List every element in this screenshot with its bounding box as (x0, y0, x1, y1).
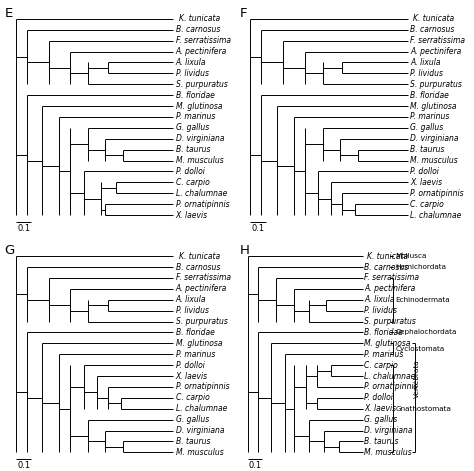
Text: S. purpuratus: S. purpuratus (175, 317, 228, 326)
Text: K. tunicata: K. tunicata (179, 252, 220, 260)
Text: A. lixula: A. lixula (410, 58, 441, 67)
Text: F. serratissima: F. serratissima (365, 273, 419, 283)
Text: B. floridae: B. floridae (175, 328, 214, 337)
Text: B. floridae: B. floridae (175, 91, 214, 100)
Text: X. laevis: X. laevis (175, 211, 208, 219)
Text: Echinodermata: Echinodermata (396, 297, 450, 303)
Text: X. laevis: X. laevis (410, 178, 442, 187)
Text: F. serratissima: F. serratissima (410, 36, 465, 45)
Text: P. marinus: P. marinus (410, 113, 449, 122)
Text: K. tunicata: K. tunicata (367, 252, 408, 260)
Text: P. ornatipinnis: P. ornatipinnis (175, 382, 229, 391)
Text: B. floridae: B. floridae (365, 328, 403, 337)
Text: P. lividus: P. lividus (175, 69, 209, 78)
Text: C. carpio: C. carpio (365, 361, 398, 370)
Text: P. marinus: P. marinus (365, 349, 404, 359)
Text: E: E (5, 7, 13, 20)
Text: G. gallus: G. gallus (365, 415, 398, 424)
Text: Hemichordata: Hemichordata (396, 264, 447, 270)
Text: M. musculus: M. musculus (410, 156, 458, 165)
Text: A. lixula: A. lixula (365, 295, 395, 304)
Text: K. tunicata: K. tunicata (179, 15, 220, 24)
Text: M. musculus: M. musculus (175, 448, 223, 457)
Text: B. floridae: B. floridae (410, 91, 449, 100)
Text: P. ornatipinnis: P. ornatipinnis (410, 189, 464, 198)
Text: A. pectinifera: A. pectinifera (365, 284, 416, 293)
Text: A. pectinifera: A. pectinifera (175, 47, 227, 56)
Text: P. dolloi: P. dolloi (410, 167, 439, 176)
Text: F. serratissima: F. serratissima (175, 273, 230, 283)
Text: 0.1: 0.1 (248, 462, 262, 471)
Text: G: G (5, 244, 15, 257)
Text: B. carnosus: B. carnosus (175, 262, 220, 271)
Text: L. chalumnae: L. chalumnae (175, 189, 227, 198)
Text: K. tunicata: K. tunicata (413, 15, 455, 24)
Text: A. pectinifera: A. pectinifera (175, 284, 227, 293)
Text: M. glutinosa: M. glutinosa (175, 339, 222, 348)
Text: B. carnosus: B. carnosus (365, 262, 409, 271)
Text: G. gallus: G. gallus (175, 415, 209, 424)
Text: S. purpuratus: S. purpuratus (365, 317, 416, 326)
Text: P. dolloi: P. dolloi (365, 393, 393, 402)
Text: P. ornatipinnis: P. ornatipinnis (175, 200, 229, 209)
Text: M. musculus: M. musculus (365, 448, 412, 457)
Text: X. laevis: X. laevis (175, 372, 208, 381)
Text: B. taurus: B. taurus (410, 145, 445, 154)
Text: C. carpio: C. carpio (175, 393, 210, 402)
Text: L. chalumnae: L. chalumnae (410, 211, 462, 219)
Text: D. virginiana: D. virginiana (175, 134, 224, 143)
Text: D. virginiana: D. virginiana (410, 134, 459, 143)
Text: 0.1: 0.1 (252, 224, 264, 233)
Text: A. lixula: A. lixula (175, 58, 206, 67)
Text: P. marinus: P. marinus (175, 349, 215, 359)
Text: L. chalumnae: L. chalumnae (175, 404, 227, 413)
Text: P. dolloi: P. dolloi (175, 361, 204, 370)
Text: P. lividus: P. lividus (410, 69, 443, 78)
Text: C. carpio: C. carpio (410, 200, 444, 209)
Text: B. taurus: B. taurus (365, 437, 399, 446)
Text: B. carnosus: B. carnosus (175, 25, 220, 34)
Text: G. gallus: G. gallus (175, 123, 209, 132)
Text: Mollusca: Mollusca (396, 253, 427, 259)
Text: Cephalochordata: Cephalochordata (396, 329, 457, 335)
Text: D. virginiana: D. virginiana (175, 426, 224, 435)
Text: 0.1: 0.1 (17, 224, 30, 233)
Text: Cyclostomata: Cyclostomata (396, 346, 445, 352)
Text: A. lixula: A. lixula (175, 295, 206, 304)
Text: P. lividus: P. lividus (365, 306, 397, 315)
Text: M. glutinosa: M. glutinosa (175, 102, 222, 111)
Text: G. gallus: G. gallus (410, 123, 443, 132)
Text: L. chalumnae: L. chalumnae (365, 372, 416, 381)
Text: Gnathostomata: Gnathostomata (396, 406, 452, 412)
Text: Vertebrata: Vertebrata (414, 359, 420, 398)
Text: F. serratissima: F. serratissima (175, 36, 230, 45)
Text: 0.1: 0.1 (17, 462, 30, 471)
Text: B. taurus: B. taurus (175, 437, 210, 446)
Text: S. purpuratus: S. purpuratus (410, 80, 462, 89)
Text: P. marinus: P. marinus (175, 113, 215, 122)
Text: P. lividus: P. lividus (175, 306, 209, 315)
Text: X. laevis: X. laevis (365, 404, 397, 413)
Text: P. ornatipinnis: P. ornatipinnis (365, 382, 418, 391)
Text: H: H (239, 244, 249, 257)
Text: B. carnosus: B. carnosus (410, 25, 455, 34)
Text: M. glutinosa: M. glutinosa (410, 102, 456, 111)
Text: S. purpuratus: S. purpuratus (175, 80, 228, 89)
Text: C. carpio: C. carpio (175, 178, 210, 187)
Text: P. dolloi: P. dolloi (175, 167, 204, 176)
Text: A. pectinifera: A. pectinifera (410, 47, 461, 56)
Text: D. virginiana: D. virginiana (365, 426, 413, 435)
Text: M. musculus: M. musculus (175, 156, 223, 165)
Text: M. glutinosa: M. glutinosa (365, 339, 411, 348)
Text: F: F (239, 7, 247, 20)
Text: B. taurus: B. taurus (175, 145, 210, 154)
